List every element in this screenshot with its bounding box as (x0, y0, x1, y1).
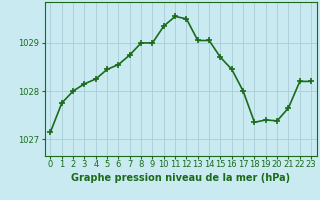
X-axis label: Graphe pression niveau de la mer (hPa): Graphe pression niveau de la mer (hPa) (71, 173, 290, 183)
